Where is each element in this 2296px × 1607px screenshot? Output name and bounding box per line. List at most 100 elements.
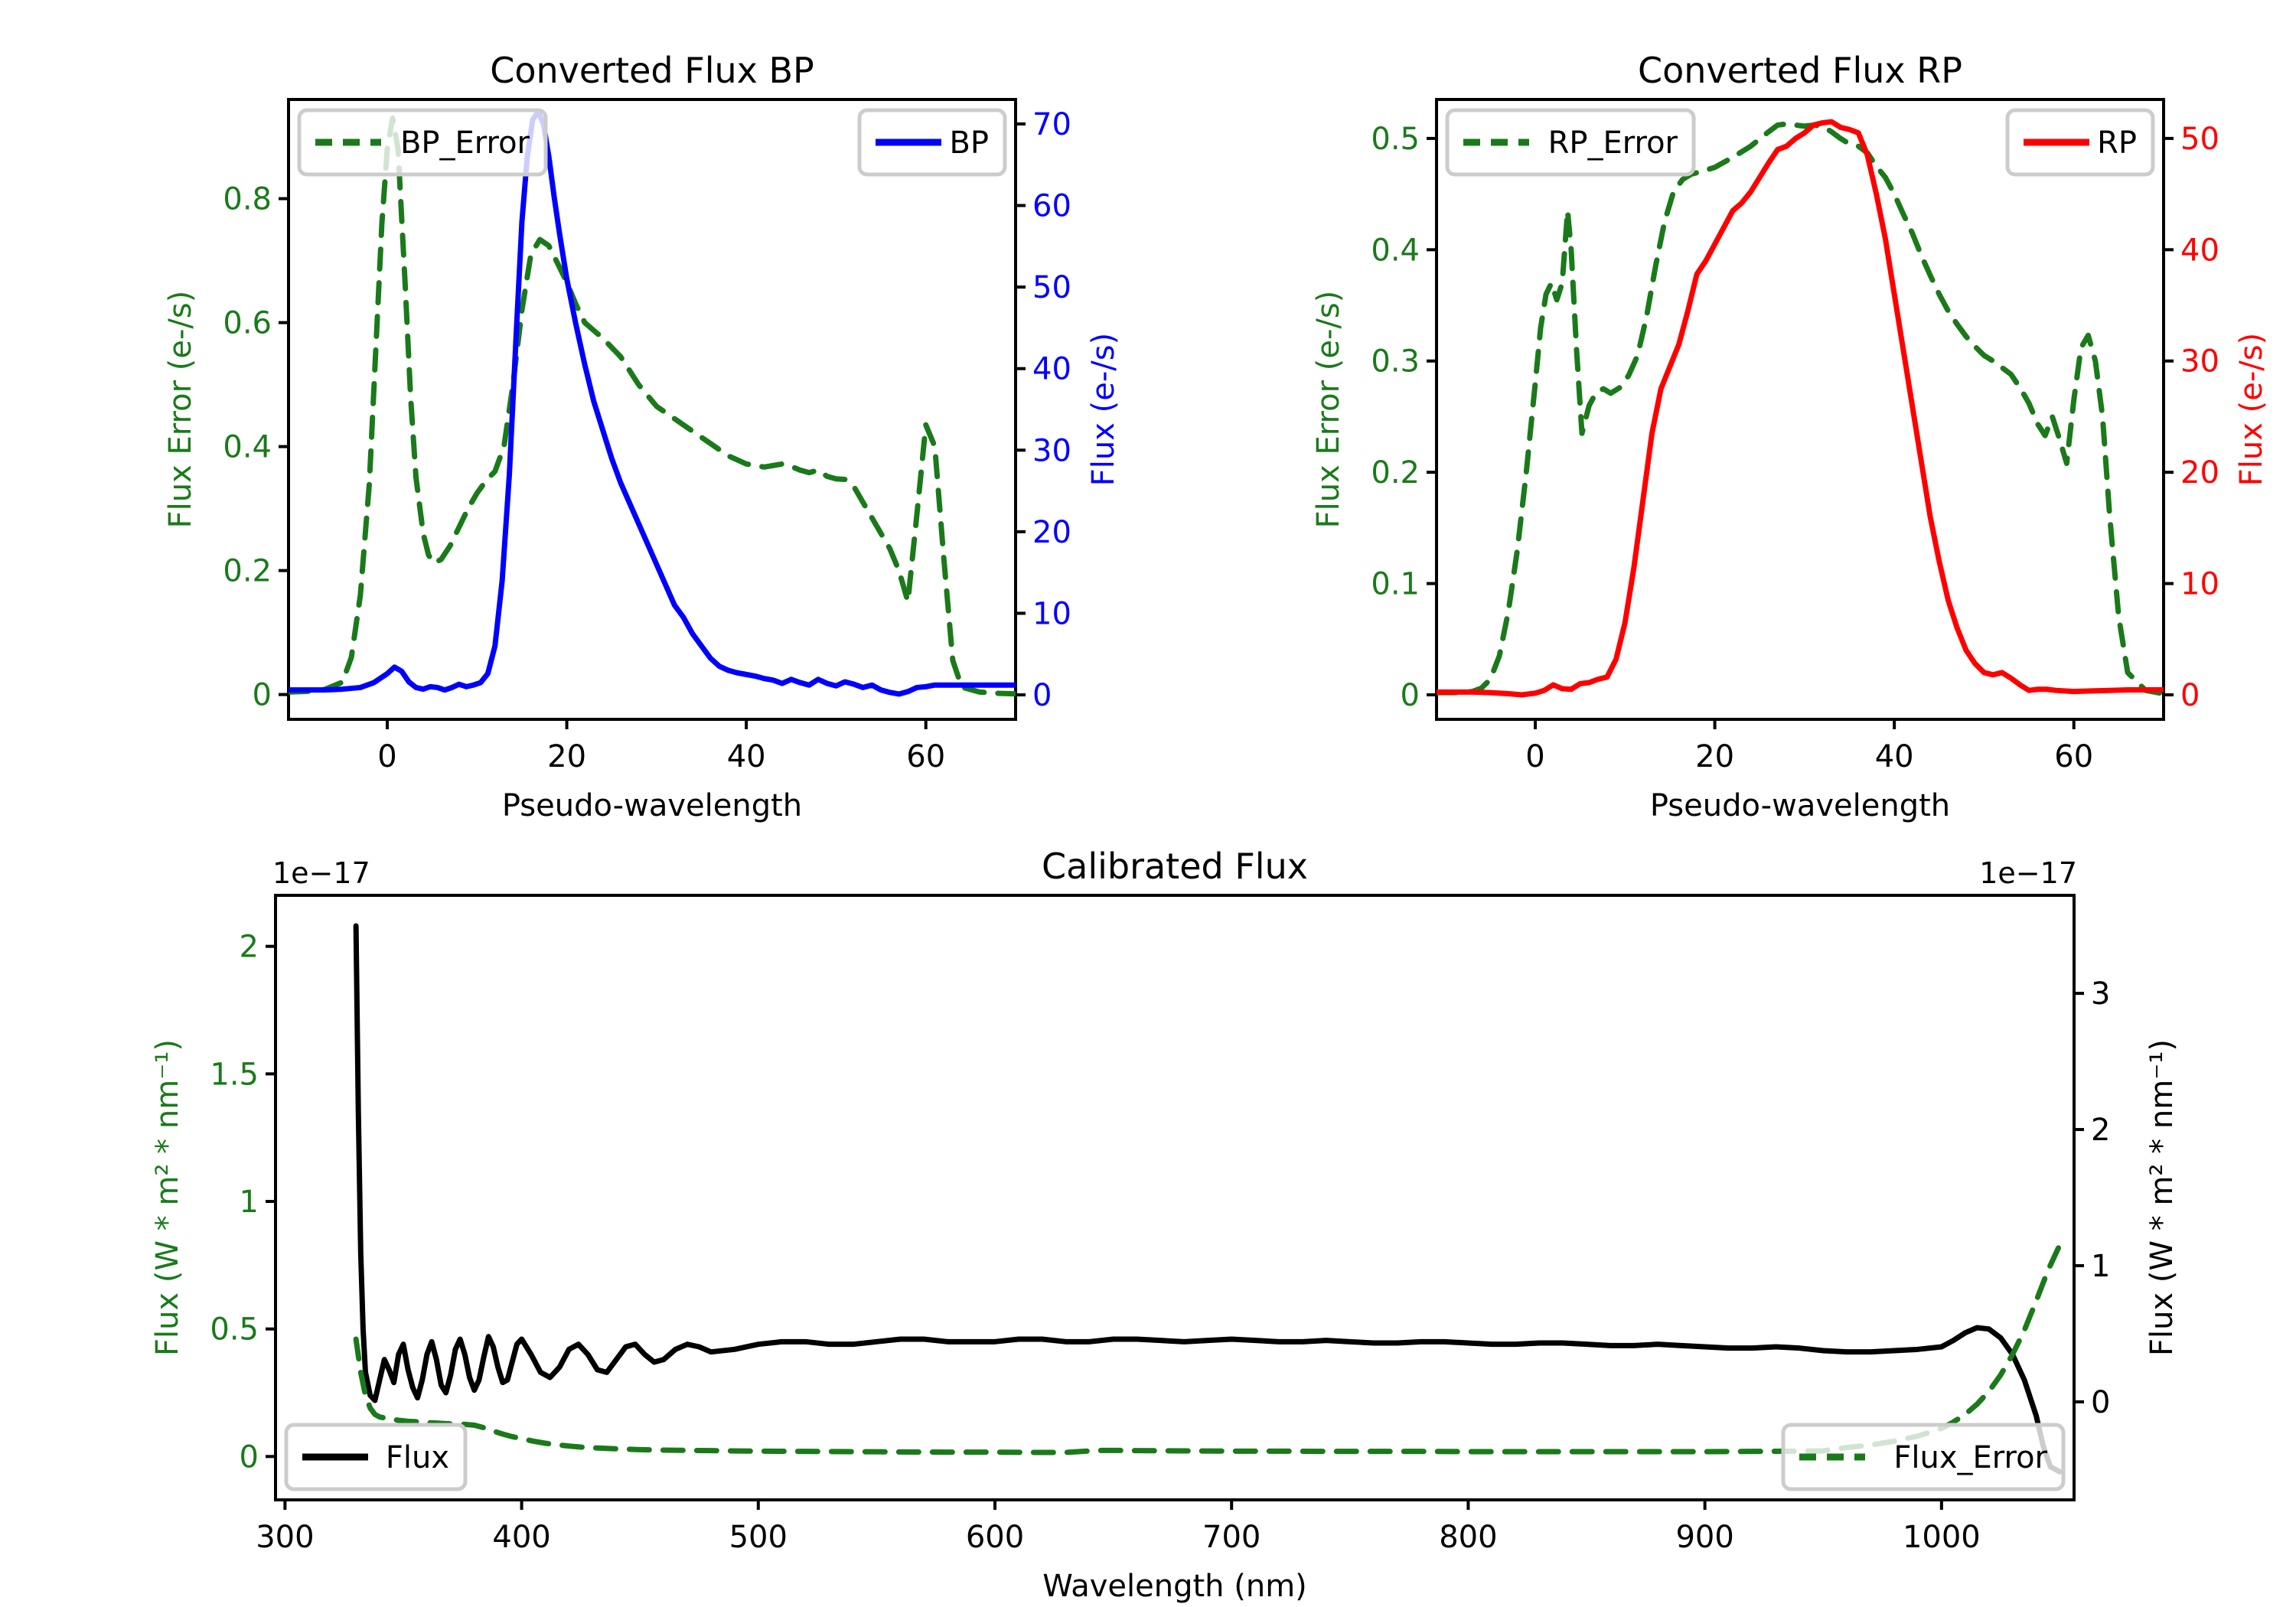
chart-bp: Converted Flux BP 0 20 40 60 Pseudo-wavelengt… <box>163 50 1121 823</box>
chart-title: Calibrated Flux <box>1042 846 1308 887</box>
x-tick-label: 0 <box>1525 739 1544 774</box>
legend-flux[interactable]: Flux <box>284 1423 468 1491</box>
left-y-tick-label: 0 <box>253 678 272 713</box>
x-tick-label: 600 <box>966 1520 1024 1555</box>
x-tick-label: 700 <box>1202 1520 1261 1555</box>
x-axis-label: Pseudo-wavelength <box>502 788 802 823</box>
left-y-tick-label: 0.5 <box>1371 122 1420 157</box>
panel-converted-flux-bp: Converted Flux BP 0 20 40 60 Pseudo-wavelengt… <box>0 46 1148 823</box>
x-tick-label: 800 <box>1439 1520 1497 1555</box>
right-y-tick-label: 70 <box>1032 107 1071 142</box>
right-y-tick-label: 20 <box>2180 455 2219 491</box>
legend-rp[interactable]: RP <box>2005 108 2155 177</box>
legend-label-rp_error: RP_Error <box>1548 125 1678 161</box>
x-tick-label: 300 <box>256 1520 314 1555</box>
right-y-tick-label: 0 <box>1032 678 1052 713</box>
series-bp_error <box>289 115 1016 697</box>
left-y-tick-label: 0.4 <box>223 430 272 465</box>
plot-frame <box>274 894 2076 1501</box>
x-axis: 0 20 40 60 Pseudo-wavelength <box>377 719 945 823</box>
right-y-tick-label: 2 <box>2091 1113 2110 1148</box>
right-y-tick-label: 0 <box>2091 1385 2110 1420</box>
svg-text:Converted Flux BP: Converted Flux BP <box>490 50 814 91</box>
left-y-tick-label: 0.8 <box>223 182 272 217</box>
left-y-tick-label: 0.2 <box>1371 455 1420 491</box>
x-tick-label: 500 <box>729 1520 788 1555</box>
right-y-axis-label: Flux (e-/s) <box>1086 333 1121 486</box>
x-axis: 0 20 40 60 Pseudo-wavelength <box>1525 719 2093 823</box>
legend-label-flux_error: Flux_Error <box>1893 1440 2047 1475</box>
svg-text:Calibrated Flux: Calibrated Flux <box>1042 846 1308 887</box>
left-y-axis-label: Flux Error (e-/s) <box>163 291 198 529</box>
right-y-axis: 0 1 2 3 Flux (W * m² * nm⁻¹) <box>2074 976 2180 1420</box>
right-y-axis-label: Flux (e-/s) <box>2234 333 2269 486</box>
left-y-tick-label: 1 <box>240 1185 259 1220</box>
left-y-axis-label: Flux Error (e-/s) <box>1311 291 1346 529</box>
chart-rp: Converted Flux RP 0 20 40 60 Pseudo-wavelengt… <box>1311 50 2269 823</box>
right-y-tick-label: 10 <box>1032 596 1071 631</box>
right-y-tick-label: 3 <box>2091 976 2110 1012</box>
x-tick-label: 20 <box>547 739 586 774</box>
right-y-tick-label: 0 <box>2180 678 2200 713</box>
right-y-tick-label: 10 <box>2180 567 2219 602</box>
x-axis-label: Wavelength (nm) <box>1042 1569 1307 1604</box>
right-y-axis: 0 10 20 30 40 50 Flux (e-/s) <box>2164 122 2269 713</box>
legend-label-rp: RP <box>2097 125 2137 161</box>
x-tick-label: 0 <box>377 739 396 774</box>
left-y-tick-label: 0.4 <box>1371 233 1420 268</box>
right-y-axis-label: Flux (W * m² * nm⁻¹) <box>2144 1039 2180 1356</box>
panel-calibrated-flux: Calibrated Flux 1e−17 1e−17 300 400 500 600 700… <box>0 811 2296 1607</box>
left-y-axis-label: Flux (W * m² * nm⁻¹) <box>150 1039 185 1356</box>
right-y-tick-label: 40 <box>2180 233 2219 268</box>
left-y-tick-label: 0.6 <box>223 306 272 341</box>
x-tick-label: 60 <box>906 739 945 774</box>
legend-label-bp_error: BP_Error <box>400 125 530 161</box>
x-axis: 300 400 500 600 700 800 900 1000 Wavelength (nm) <box>256 1500 1981 1604</box>
left-axis-offset-text: 1e−17 <box>272 856 370 890</box>
x-axis-label: Pseudo-wavelength <box>1650 788 1950 823</box>
legend-flux_error[interactable]: Flux_Error <box>1781 1423 2066 1491</box>
series-rp_error <box>1437 121 2164 697</box>
left-y-tick-label: 0 <box>1401 678 1420 713</box>
right-y-tick-label: 30 <box>2180 344 2219 380</box>
legend-bp[interactable]: BP <box>857 108 1007 177</box>
x-tick-label: 900 <box>1675 1520 1733 1555</box>
left-y-tick-label: 0.5 <box>210 1312 259 1348</box>
chart-title: Converted Flux RP <box>1638 50 1962 91</box>
plot-frame <box>287 98 1017 721</box>
left-y-tick-label: 2 <box>240 930 259 965</box>
series-group <box>289 109 1016 697</box>
right-y-tick-label: 1 <box>2091 1249 2110 1284</box>
right-y-axis: 0 10 20 30 40 50 60 70 Flux (e-/s) <box>1016 107 1121 713</box>
chart-title: Converted Flux BP <box>490 50 814 91</box>
series-bp <box>289 109 1016 697</box>
legend-label-bp: BP <box>949 125 989 161</box>
left-y-tick-label: 0.2 <box>223 554 272 589</box>
series-group <box>1437 119 2164 698</box>
x-tick-label: 40 <box>727 739 766 774</box>
right-axis-offset-text: 1e−17 <box>1979 856 2077 890</box>
right-y-tick-label: 40 <box>1032 352 1071 387</box>
right-y-tick-label: 50 <box>1032 270 1071 305</box>
legend-rp_error[interactable]: RP_Error <box>1445 108 1696 177</box>
series-group <box>353 923 2063 1475</box>
svg-text:Converted Flux RP: Converted Flux RP <box>1638 50 1962 91</box>
x-tick-label: 60 <box>2054 739 2093 774</box>
right-y-tick-label: 50 <box>2180 122 2219 157</box>
x-tick-label: 400 <box>492 1520 550 1555</box>
left-y-axis: 0 0.1 0.2 0.3 0.4 0.5 Flux Error (e-/s) <box>1311 122 1437 713</box>
svg-text:1e−17: 1e−17 <box>1979 856 2077 890</box>
series-flux <box>353 923 2063 1475</box>
right-y-tick-label: 30 <box>1032 433 1071 468</box>
legend-bp_error[interactable]: BP_Error <box>297 108 548 177</box>
x-tick-label: 1000 <box>1903 1520 1981 1555</box>
plot-frame <box>1435 98 2165 721</box>
left-y-tick-label: 0.1 <box>1371 567 1420 602</box>
right-y-tick-label: 60 <box>1032 189 1071 224</box>
left-y-tick-label: 0 <box>240 1439 259 1475</box>
left-y-tick-label: 0.3 <box>1371 344 1420 380</box>
series-rp <box>1437 119 2164 698</box>
left-y-axis: 0 0.5 1 1.5 2 Flux (W * m² * nm⁻¹) <box>150 930 276 1475</box>
left-y-tick-label: 1.5 <box>210 1057 259 1092</box>
